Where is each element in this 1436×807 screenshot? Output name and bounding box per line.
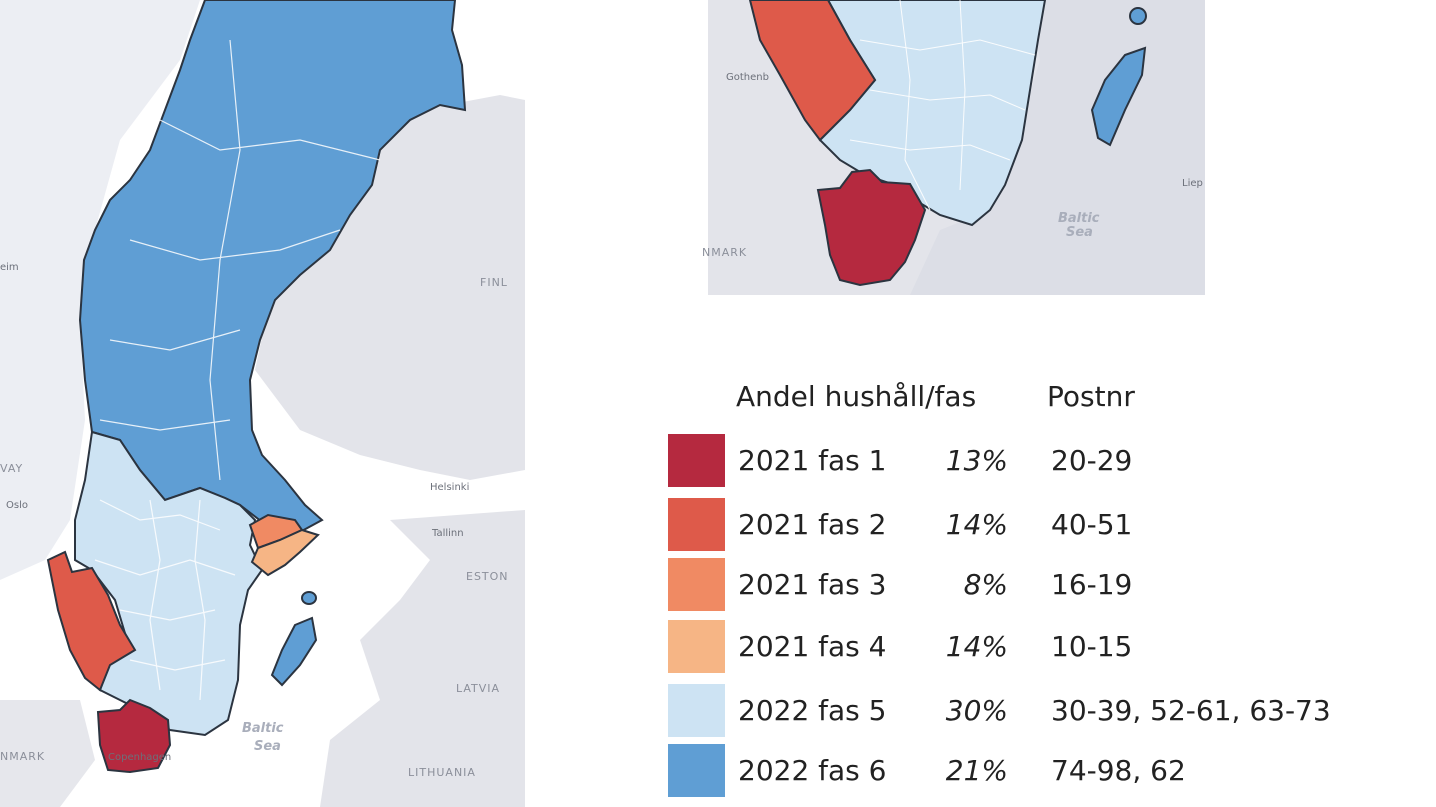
legend-swatch (668, 498, 725, 551)
inset-borders (849, 0, 1036, 211)
region-borders (94, 39, 381, 701)
legend-row-fas2: 2021 fas 2 14% 40-51 (668, 498, 1408, 552)
legend-row-pct: 14% (945, 508, 1008, 541)
baltic-land (320, 510, 525, 807)
inset-label-baltic-1: Baltic (1058, 211, 1100, 226)
denmark-land (0, 700, 95, 807)
legend-row-fas1: 2021 fas 1 13% 20-29 (668, 434, 1408, 488)
legend-row-pct: 14% (945, 630, 1008, 663)
legend-row-fas4: 2021 fas 4 14% 10-15 (668, 620, 1408, 674)
sweden-map: FINL VAY Oslo eim Helsinki Tallinn ESTON… (0, 0, 525, 807)
inset-label-gothenburg: Gothenb (726, 72, 769, 83)
inset-gotland (1090, 46, 1147, 147)
legend-swatch (668, 744, 725, 797)
legend-swatch (668, 684, 725, 737)
region-fas6-north (78, 0, 467, 534)
label-estonia: ESTON (466, 570, 509, 583)
legend-row-postnr: 30-39, 52-61, 63-73 (1051, 694, 1331, 727)
label-norway: VAY (0, 462, 23, 475)
legend-row-postnr: 40-51 (1051, 508, 1133, 541)
label-tallinn: Tallinn (431, 528, 464, 539)
label-copenhagen: Copenhagen (108, 752, 171, 763)
label-trondheim: eim (0, 262, 19, 273)
legend-row-label: 2021 fas 2 (738, 508, 887, 541)
label-baltic-sea-1: Baltic (242, 721, 284, 736)
norway-land (0, 0, 200, 580)
legend-row-label: 2022 fas 6 (738, 754, 887, 787)
inset-region-fas1 (816, 168, 927, 287)
legend-swatch (668, 434, 725, 487)
label-helsinki: Helsinki (430, 482, 469, 493)
label-finland: FINL (480, 276, 508, 289)
legend-header-share: Andel hushåll/fas (736, 380, 977, 413)
inset-label-baltic-2: Sea (1066, 225, 1093, 240)
legend-row-label: 2021 fas 3 (738, 568, 887, 601)
legend-row-postnr: 10-15 (1051, 630, 1133, 663)
faro-island (301, 591, 317, 605)
legend-header-postnr: Postnr (1047, 380, 1135, 413)
legend-row-postnr: 74-98, 62 (1051, 754, 1186, 787)
legend-row-fas5: 2022 fas 5 30% 30-39, 52-61, 63-73 (668, 684, 1408, 738)
region-fas2-west (46, 550, 137, 692)
inset-faro (1129, 7, 1147, 25)
legend-header: Andel hushåll/fas Postnr (736, 380, 1135, 413)
legend-row-pct: 8% (963, 568, 1008, 601)
legend-swatch (668, 558, 725, 611)
gotland-island (270, 616, 318, 687)
legend-swatch (668, 620, 725, 673)
legend-row-label: 2021 fas 1 (738, 444, 887, 477)
southern-sweden-inset-map: Gothenb NMARK Baltic Sea Liep (702, 0, 1205, 295)
label-baltic-sea-2: Sea (254, 739, 281, 754)
legend-row-pct: 21% (945, 754, 1008, 787)
label-denmark: NMARK (0, 750, 45, 763)
inset-region-fas2 (748, 0, 877, 142)
inset-label-liepaja: Liep (1182, 178, 1203, 189)
legend-row-pct: 13% (945, 444, 1008, 477)
legend-row-label: 2022 fas 5 (738, 694, 887, 727)
legend-row-fas6: 2022 fas 6 21% 74-98, 62 (668, 744, 1408, 798)
region-fas4-stockholm (250, 528, 320, 577)
legend-row-pct: 30% (945, 694, 1008, 727)
region-fas1-skane (96, 698, 172, 774)
label-oslo: Oslo (6, 500, 28, 511)
inset-label-denmark: NMARK (702, 246, 747, 259)
label-lithuania: LITHUANIA (408, 766, 476, 779)
map-legend: Andel hushåll/fas Postnr 2021 fas 1 13% … (668, 372, 1408, 802)
label-latvia: LATVIA (456, 682, 500, 695)
legend-row-fas3: 2021 fas 3 8% 16-19 (668, 558, 1408, 612)
legend-row-postnr: 20-29 (1051, 444, 1133, 477)
legend-row-label: 2021 fas 4 (738, 630, 887, 663)
legend-row-postnr: 16-19 (1051, 568, 1133, 601)
